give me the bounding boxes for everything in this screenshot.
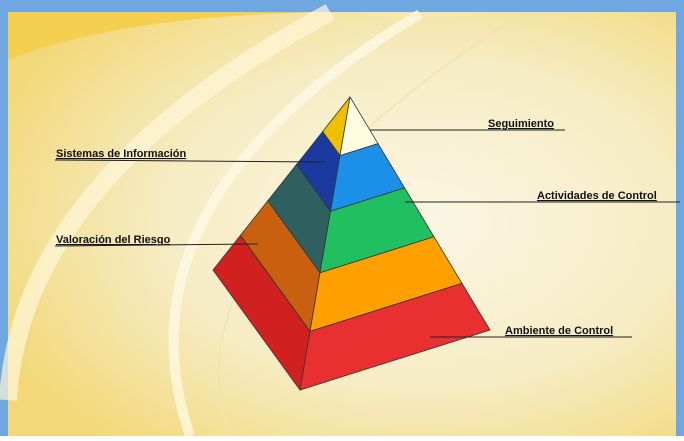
label: Seguimiento bbox=[488, 118, 554, 130]
corner-shade bbox=[8, 12, 330, 60]
leader-lines bbox=[54, 129, 680, 338]
pyramid-layer bbox=[299, 282, 491, 391]
curve bbox=[0, 4, 335, 401]
pyramid bbox=[212, 95, 491, 392]
label: Actividades de Control bbox=[537, 190, 657, 202]
curve bbox=[168, 9, 423, 438]
leader-line bbox=[54, 243, 259, 247]
label: Ambiente de Control bbox=[505, 325, 613, 337]
label: Sistemas de Información bbox=[56, 148, 186, 160]
leader-line bbox=[54, 159, 326, 163]
label: Valoración del Riesgo bbox=[56, 234, 171, 246]
